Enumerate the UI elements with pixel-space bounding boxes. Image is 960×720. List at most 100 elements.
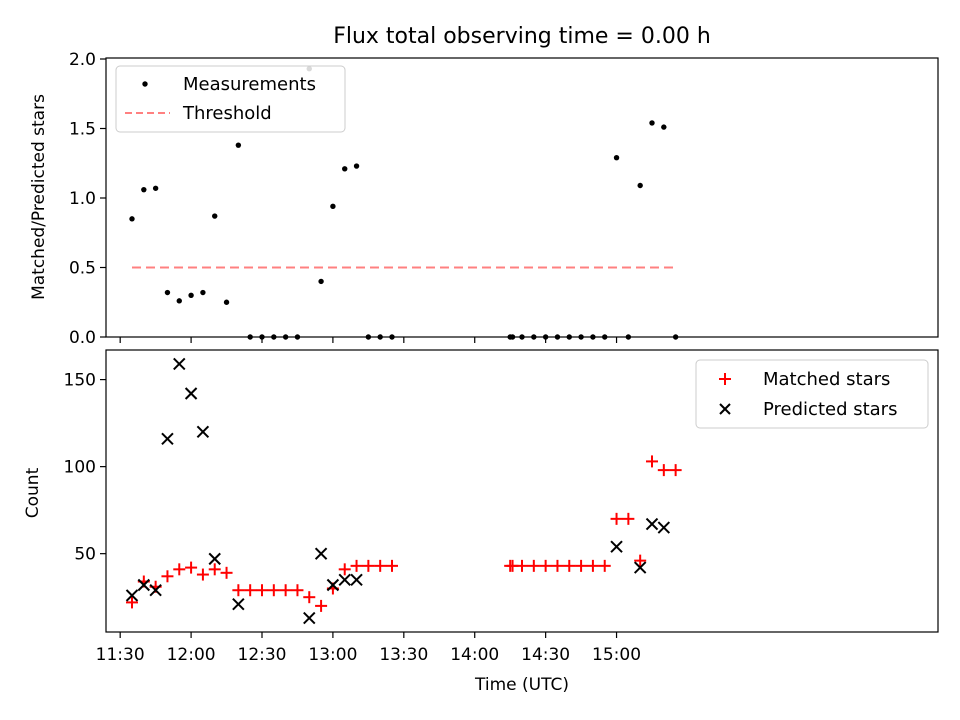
matched-stars-point	[173, 563, 186, 576]
legend-measurements-label: Measurements	[183, 74, 316, 95]
matched-stars-point	[220, 566, 233, 579]
chart-title: Flux total observing time = 0.00 h	[333, 24, 711, 49]
measurement-point	[164, 289, 171, 296]
top-y-tick-label: 0.0	[69, 328, 96, 348]
matched-stars-point	[386, 559, 398, 572]
matched-stars-point	[196, 568, 209, 581]
matched-stars-point	[598, 559, 611, 572]
x-tick-label: 11:30	[96, 645, 145, 665]
matched-stars-point	[161, 570, 174, 583]
x-tick-label: 13:30	[379, 645, 428, 665]
predicted-stars-point	[303, 611, 316, 625]
matched-stars-point	[362, 559, 375, 572]
bottom-series-group	[125, 357, 682, 625]
measurement-point	[200, 289, 206, 296]
predicted-stars-point	[633, 561, 647, 574]
measurement-point	[129, 216, 135, 222]
top-y-axis: 0.0 0.5 1.0 1.5 2.0	[69, 50, 106, 348]
predicted-stars-point	[137, 578, 151, 592]
matched-stars-point	[291, 584, 304, 597]
matched-stars-point	[338, 563, 351, 576]
x-tick-label: 13:00	[308, 645, 357, 665]
top-y-tick-label: 1.0	[69, 189, 96, 209]
predicted-stars-point	[125, 589, 139, 602]
predicted-stars-point	[149, 584, 162, 597]
predicted-stars-point	[196, 425, 210, 439]
bottom-legend-box	[695, 359, 929, 429]
measurement-point	[377, 334, 383, 340]
x-tick-label: 14:00	[450, 645, 499, 665]
matched-stars-point	[575, 559, 588, 572]
matched-stars-point	[185, 561, 198, 574]
predicted-stars-point	[350, 573, 363, 586]
legend-measurements-marker	[142, 81, 148, 87]
matched-stars-point	[303, 591, 316, 604]
top-y-axis-label: Matched/Predicted stars	[29, 94, 49, 300]
top-y-tick-label: 1.5	[69, 120, 96, 140]
measurement-point	[223, 299, 230, 305]
predicted-stars-point	[657, 521, 671, 534]
predicted-stars-point	[610, 540, 623, 553]
measurement-point	[578, 334, 584, 340]
matched-stars-point	[315, 599, 328, 612]
measurement-point	[141, 186, 147, 193]
x-tick-label: 12:30	[238, 645, 287, 665]
measurement-point	[519, 334, 525, 340]
matched-stars-point	[634, 554, 647, 567]
x-tick-label: 15:00	[592, 645, 641, 665]
top-legend-box	[115, 65, 346, 133]
matched-stars-point	[279, 584, 292, 597]
matched-stars-point	[551, 559, 564, 572]
matched-stars-point	[586, 559, 599, 572]
matched-stars-point	[208, 563, 221, 576]
legend-predicted-label: Predicted stars	[763, 399, 897, 420]
bottom-y-axis-label: Count	[23, 467, 43, 518]
matched-stars-point	[267, 584, 280, 597]
matched-stars-point	[610, 512, 623, 525]
measurement-point	[649, 120, 655, 126]
measurement-point	[342, 166, 348, 172]
bottom-y-axis: 50 100 150	[64, 371, 106, 565]
legend-predicted-marker	[719, 403, 731, 415]
measurement-point	[318, 278, 324, 285]
x-axis-label: Time (UTC)	[474, 675, 569, 695]
predicted-stars-point	[173, 357, 186, 371]
predicted-stars-point	[232, 597, 245, 611]
predicted-stars-point	[338, 573, 351, 586]
matched-stars-point	[646, 455, 658, 468]
matched-stars-point	[669, 464, 682, 477]
matched-stars-point	[126, 596, 138, 609]
matched-stars-point	[516, 559, 528, 572]
bottom-y-tick-label: 50	[74, 545, 96, 565]
measurement-point	[661, 124, 667, 130]
matched-stars-point	[527, 559, 540, 572]
measurement-point	[566, 334, 572, 340]
x-tick-label: 12:00	[167, 645, 216, 665]
top-legend: Measurements Threshold	[115, 65, 346, 133]
measurement-point	[282, 334, 289, 340]
top-x-axis-ticks	[119, 337, 618, 343]
matched-stars-point	[563, 559, 576, 572]
measurement-point	[590, 334, 596, 340]
bottom-legend: Matched stars Predicted stars	[695, 359, 929, 429]
measurement-point	[531, 334, 537, 340]
matched-stars-point	[256, 584, 268, 597]
measurement-point	[637, 182, 643, 189]
measurement-point	[353, 163, 360, 169]
predicted-stars-point	[645, 517, 659, 531]
matched-stars-point	[539, 559, 552, 572]
measurement-point	[625, 334, 632, 340]
measurement-point	[294, 334, 301, 340]
predicted-stars-point	[161, 432, 174, 445]
legend-threshold-label: Threshold	[182, 103, 272, 124]
measurement-point	[188, 292, 194, 298]
top-y-tick-label: 2.0	[69, 50, 96, 70]
top-panel: 0.00.51.01.52.0 Matched/Predicted stars …	[29, 50, 939, 348]
matched-stars-point	[657, 464, 670, 477]
matched-stars-point	[622, 512, 635, 525]
predicted-stars-point	[326, 578, 340, 592]
measurement-point	[613, 154, 620, 161]
matched-stars-point	[374, 559, 387, 572]
